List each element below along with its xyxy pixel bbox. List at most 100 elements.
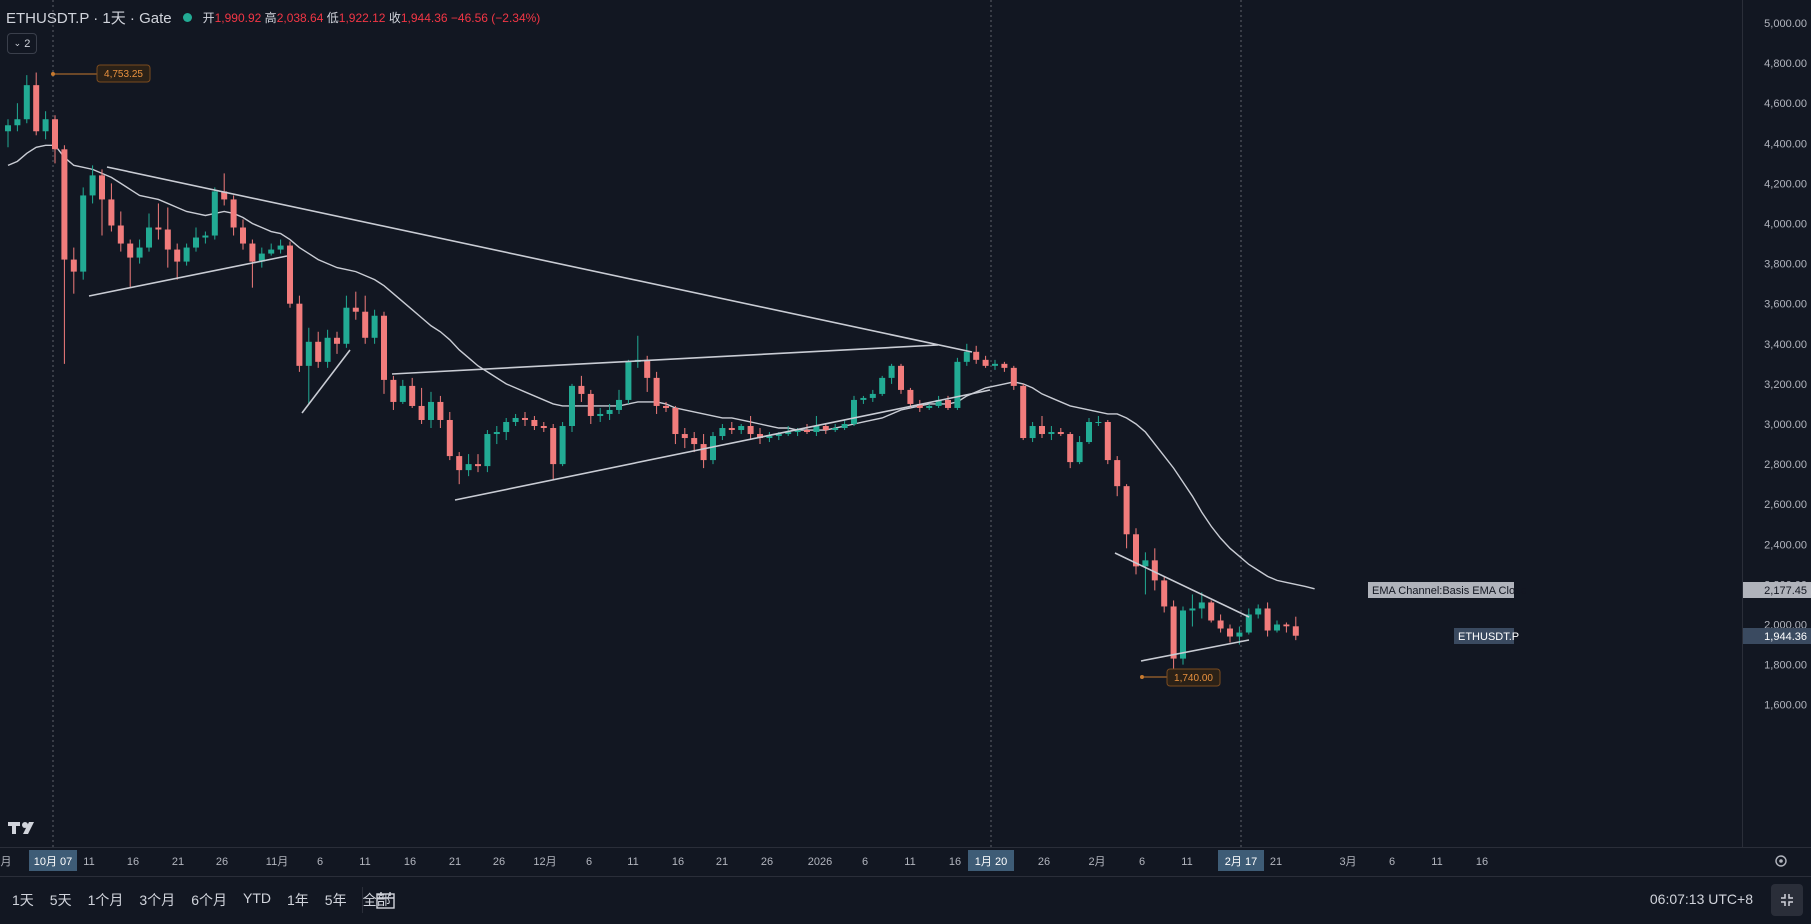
utc-clock[interactable]: 06:07:13 UTC+8 — [1649, 891, 1753, 907]
time-tick-label: 16 — [672, 856, 684, 868]
candle — [860, 395, 867, 404]
indicator-toggle-button[interactable]: ⌄ 2 — [7, 33, 37, 54]
candle — [183, 243, 190, 266]
symbol-title[interactable]: ETHUSDT.P · 1天 · Gate — [6, 10, 172, 27]
candle — [399, 379, 406, 404]
time-tick-label: 16 — [127, 856, 139, 868]
candle — [644, 355, 651, 392]
candle — [1133, 528, 1139, 575]
price-tick-label: 4,200.00 — [1764, 178, 1807, 190]
candle — [1020, 383, 1027, 441]
time-tick-label: 11 — [1181, 856, 1192, 868]
candle — [240, 219, 246, 250]
candle — [982, 355, 989, 368]
candle — [1104, 419, 1111, 465]
candle — [89, 165, 96, 204]
timeframe-buttons: 1天 5天 1个月 3个月 6个月 YTD 1年 5年 全部 — [6, 888, 397, 912]
timeframe-button[interactable]: 1个月 — [87, 892, 124, 908]
candle — [127, 239, 134, 288]
price-tick-label: 2,800.00 — [1764, 459, 1807, 471]
candle — [258, 247, 265, 268]
trendline-drawing[interactable] — [88, 255, 288, 297]
trendline-drawing[interactable] — [391, 344, 939, 375]
candle — [1283, 622, 1290, 633]
candle — [324, 329, 331, 368]
time-tick-label: 16 — [1476, 856, 1488, 868]
candle — [1198, 592, 1205, 619]
price-axis[interactable]: 5,000.00 4,800.00 4,600.00 4,400.00 4,200.00… — [1742, 0, 1811, 847]
trendline-drawing[interactable] — [106, 166, 973, 353]
expand-icon — [1781, 894, 1793, 906]
ema-price-value: 2,177.45 — [1764, 585, 1807, 597]
timeframe-button[interactable]: YTD — [242, 890, 271, 906]
settings-gear-icon[interactable] — [1775, 855, 1787, 867]
candle — [954, 357, 961, 410]
candle — [1067, 432, 1074, 469]
open-value: 1,990.92 — [214, 11, 262, 25]
last-price-value: 1,944.36 — [1764, 631, 1807, 643]
candlestick-chart[interactable]: 4,753.25 1,740.00 EMA Channel:Basis EMA C… — [0, 0, 1742, 847]
symbol-price-tag — [1454, 628, 1514, 644]
price-tick-label: 3,800.00 — [1764, 259, 1807, 271]
candle — [80, 187, 87, 280]
trendline-drawing[interactable] — [301, 349, 351, 414]
candle — [268, 243, 275, 256]
candle — [52, 115, 58, 164]
candle — [1292, 616, 1299, 641]
maximize-button[interactable] — [1771, 884, 1803, 916]
candle — [1010, 365, 1017, 390]
candle — [1264, 602, 1271, 637]
candle — [926, 403, 933, 410]
candle — [343, 295, 350, 348]
high-price-marker: 4,753.25 — [104, 69, 143, 80]
candle — [916, 399, 923, 412]
timeframe-button[interactable]: 6个月 — [191, 892, 227, 908]
trendline-drawing[interactable] — [454, 389, 991, 501]
trendline-drawing[interactable] — [1140, 639, 1250, 662]
timeframe-button[interactable]: 1天 — [12, 892, 34, 908]
candle — [352, 291, 359, 320]
market-status-dot-icon — [182, 13, 192, 22]
time-tick-label: 6 — [1139, 856, 1145, 868]
candle — [362, 295, 369, 344]
time-tick-label: 6 — [862, 856, 868, 868]
candle — [211, 187, 218, 240]
symbol-legend[interactable]: ETHUSDT.P · 1天 · Gate 开1,990.92 高2,038.6… — [6, 7, 540, 28]
tradingview-logo-icon[interactable] — [8, 820, 42, 836]
time-highlight-mid: 1月 20 — [975, 856, 1007, 868]
candle — [409, 377, 416, 408]
candle — [202, 231, 209, 244]
candle — [851, 395, 857, 427]
candle — [841, 419, 848, 431]
trendline-drawing[interactable] — [1114, 552, 1250, 618]
time-axis[interactable]: 月 11 16 21 26 11月 6 11 16 21 26 12月 6 11 16 21 26 2026 6 11… — [0, 847, 1811, 876]
time-tick-label: 2026 — [808, 856, 832, 868]
calendar-goto-icon[interactable] — [372, 887, 400, 913]
candle — [559, 421, 566, 467]
candle — [869, 389, 876, 402]
timeframe-button[interactable]: 1年 — [286, 892, 309, 908]
low-value: 1,922.12 — [338, 11, 386, 25]
candle — [1057, 428, 1064, 437]
bottom-toolbar: 1天 5天 1个月 3个月 6个月 YTD 1年 5年 全部 06:07:13 UTC+8 — [0, 876, 1811, 924]
candle — [164, 207, 171, 268]
candle — [1227, 624, 1233, 643]
timeframe-button[interactable]: 5年 — [324, 892, 347, 908]
candle — [728, 421, 735, 435]
candle — [710, 432, 716, 465]
candle — [738, 424, 745, 435]
time-tick-label: 11月 — [266, 856, 288, 868]
time-tick-label: 6 — [586, 856, 592, 868]
timeframe-button[interactable]: 5天 — [49, 892, 72, 908]
candle — [305, 327, 312, 404]
candle — [193, 227, 199, 252]
chart-pane[interactable]: 4,753.25 1,740.00 EMA Channel:Basis EMA C… — [0, 0, 1742, 847]
candle — [428, 391, 434, 429]
candle — [117, 211, 124, 252]
time-tick-label: 11 — [359, 856, 370, 868]
low-label: 低 — [326, 11, 339, 25]
ema-legend-text: EMA Channel:Basis EMA Close — [1372, 585, 1527, 597]
price-tick-label: 4,400.00 — [1764, 138, 1807, 150]
ema-basis-line — [7, 144, 1315, 590]
timeframe-button[interactable]: 3个月 — [139, 892, 176, 908]
